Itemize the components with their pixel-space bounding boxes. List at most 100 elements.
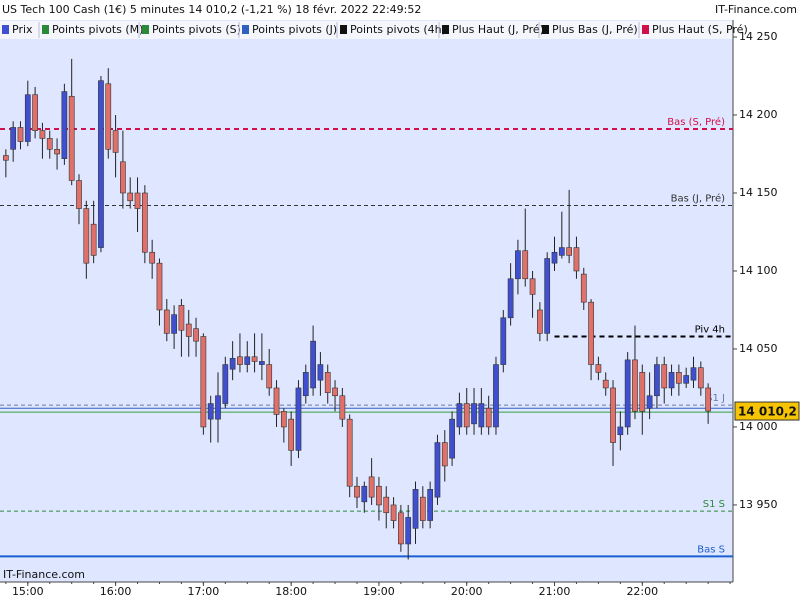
candle-body [10, 127, 17, 150]
y-tick-label: 14 000 [739, 420, 778, 433]
candle-body [646, 395, 653, 409]
candle-body [566, 247, 572, 256]
candle-body [46, 138, 53, 150]
legend-swatch [42, 25, 49, 34]
candle-body [346, 418, 353, 487]
y-tick-label: 14 150 [739, 186, 778, 199]
candle-body [573, 247, 580, 272]
candle-body [229, 358, 236, 370]
candle-body [200, 336, 207, 428]
candle-body [368, 476, 375, 498]
candle-body [551, 251, 558, 264]
candle-body [156, 262, 163, 311]
candle-body [251, 356, 258, 362]
level-label: Bas S [697, 544, 725, 555]
last-price-tag [734, 401, 800, 421]
legend-label: Points pivots (M) [52, 23, 143, 36]
legend-label: Plus Bas (J, Pré) [552, 23, 638, 36]
candle-body [617, 426, 624, 436]
overlay: 14 010,2 [734, 401, 800, 421]
candle-body [697, 367, 704, 389]
candle-body [127, 192, 134, 202]
candle-body [310, 340, 316, 389]
candle-body [149, 251, 156, 264]
legend-swatch [2, 25, 9, 34]
candle-body [456, 403, 463, 428]
candle-body [207, 403, 214, 420]
candle-body [178, 304, 185, 331]
candle-body [354, 485, 360, 498]
candle-body [434, 442, 441, 498]
candle-body [222, 364, 229, 404]
legend-label: Plus Haut (J, Pré) [452, 23, 544, 36]
candle-body [90, 223, 97, 256]
legend-label: Points pivots (S) [152, 23, 241, 36]
candle-body [441, 442, 448, 467]
candle-body [83, 208, 90, 264]
legend-swatch [242, 25, 249, 34]
y-tick-label: 14 100 [739, 264, 778, 277]
candle-body [493, 364, 499, 428]
candle-body [463, 403, 470, 428]
candle-body [478, 403, 485, 428]
candle-body [376, 485, 382, 506]
candle-body [280, 411, 287, 428]
source-bottom: IT-Finance.com [3, 568, 85, 581]
candle-body [588, 301, 594, 365]
candle-body [515, 250, 521, 280]
x-tick-label: 19:00 [363, 585, 395, 598]
candle-body [632, 359, 638, 412]
candle-body [193, 328, 199, 342]
candle-body [317, 364, 324, 381]
candle-body [24, 94, 31, 142]
candle-body [134, 192, 141, 209]
level-label: S1 J [706, 393, 725, 404]
x-tick-label: 17:00 [188, 585, 220, 598]
y-tick-label: 13 950 [739, 498, 778, 511]
candle-body [68, 95, 75, 181]
candle-body [339, 395, 346, 420]
candle-body [602, 379, 609, 389]
candle-body [683, 375, 690, 384]
candle-body [39, 130, 46, 139]
legend-label: Points pivots (4h) [350, 23, 446, 36]
candle-body [668, 372, 675, 389]
x-tick-label: 21:00 [539, 585, 571, 598]
candle-body [76, 180, 82, 209]
legend-label: Prix [12, 23, 33, 36]
candle-body [163, 309, 170, 334]
level-label: Bas (J, Pré) [671, 192, 725, 204]
candle-body [449, 418, 455, 459]
legend-label: Points pivots (J) [252, 23, 337, 36]
candles [2, 58, 711, 560]
x-tick-label: 15:00 [12, 585, 44, 598]
candle-body [105, 83, 112, 150]
candle-body [288, 418, 295, 451]
candle-body [61, 91, 68, 159]
legend-swatch [642, 25, 649, 34]
candle-body [185, 323, 192, 337]
legend-label: Plus Haut (S, Pré) [652, 23, 748, 36]
candle-body [383, 496, 390, 514]
candle-body [580, 273, 587, 303]
candle-body [273, 387, 280, 415]
chart-title: US Tech 100 Cash (1€) 5 minutes 14 010,2… [2, 3, 421, 16]
candle-body [705, 387, 711, 412]
candle-body [500, 317, 507, 365]
candle-body [624, 359, 631, 428]
candle-body [17, 127, 24, 142]
source-top: IT-Finance.com [715, 3, 797, 16]
x-tick-label: 18:00 [275, 585, 307, 598]
candle-body [171, 314, 177, 334]
candle-body [244, 356, 251, 365]
candle-body [537, 309, 543, 334]
candle-body [485, 407, 492, 428]
candle-body [595, 364, 602, 373]
candle-body [690, 367, 697, 381]
candle-body [522, 250, 529, 280]
candle-body [610, 387, 616, 443]
candle-body [266, 364, 273, 389]
candle-body [2, 155, 9, 161]
